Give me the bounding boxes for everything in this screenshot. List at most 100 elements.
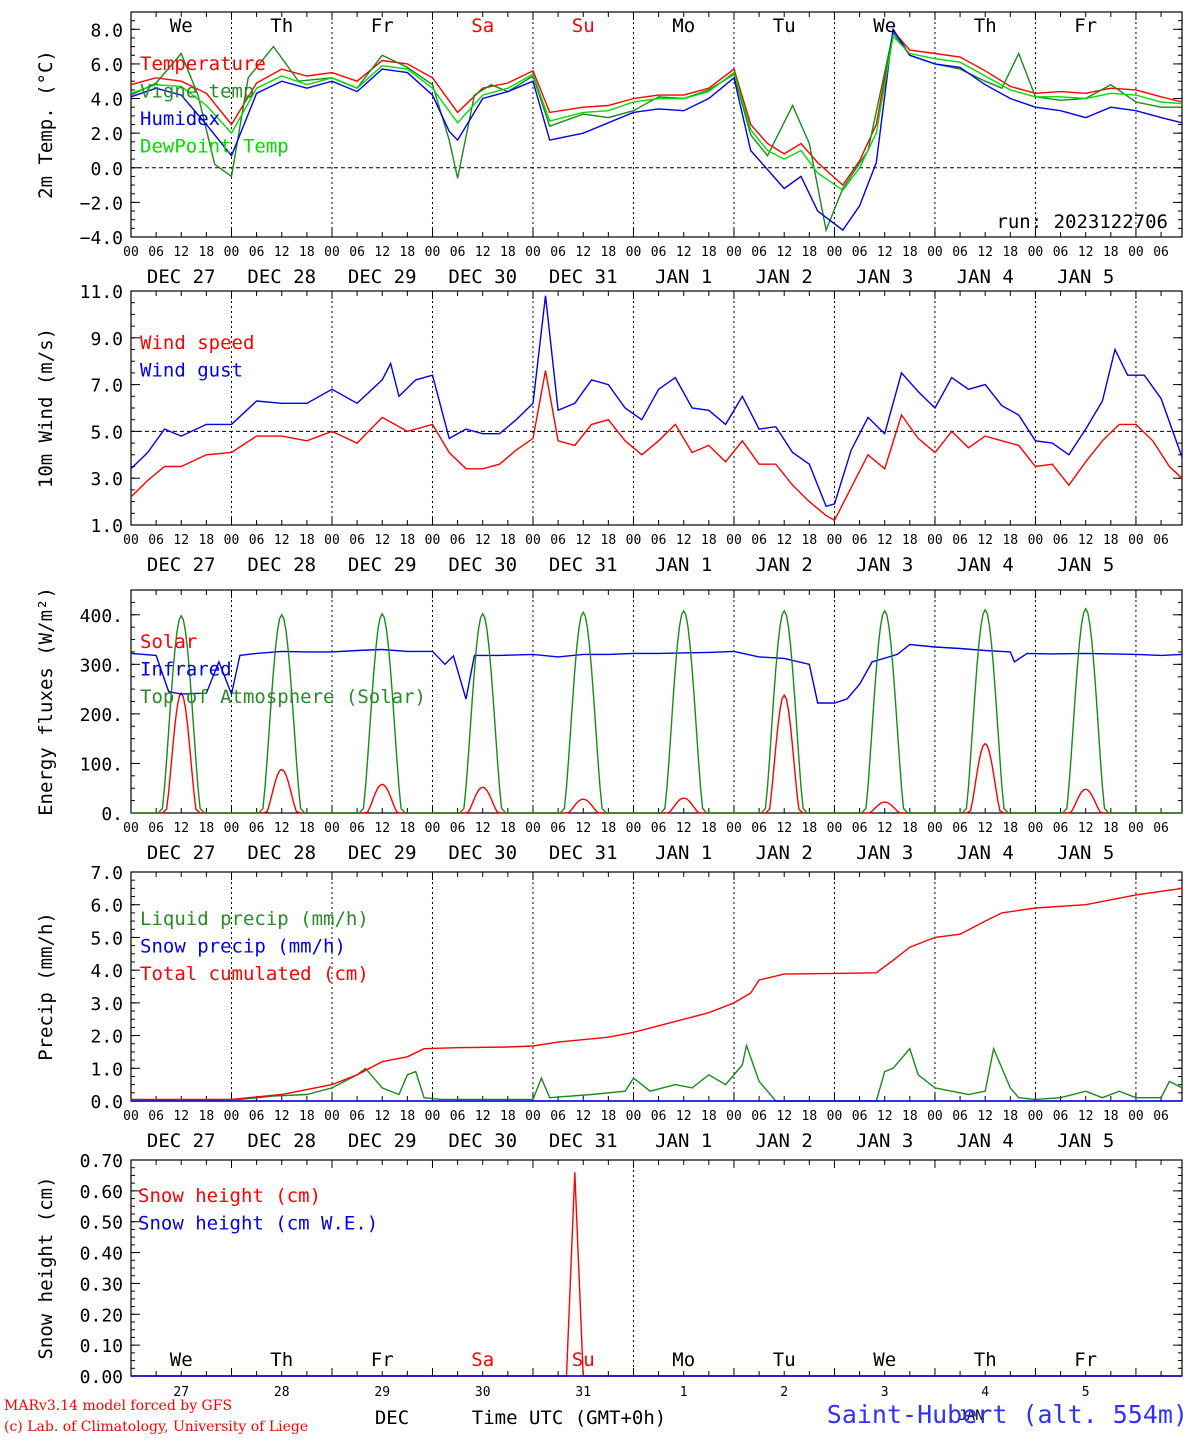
date-label: DEC 27: [147, 266, 216, 288]
series-line-top-of-atmosphere-solar-: [131, 607, 1182, 814]
weekday-label: We: [873, 1349, 896, 1371]
y-tick-label: 6.0: [90, 55, 123, 76]
weekday-label: Fr: [1074, 1349, 1097, 1371]
y-tick-label: 4.0: [90, 961, 123, 982]
hour-label: 06: [1153, 1109, 1169, 1124]
weekday-label: Th: [270, 15, 293, 37]
hour-label: 00: [626, 245, 642, 260]
hour-label: 12: [475, 245, 491, 260]
day-number: 1: [680, 1385, 688, 1400]
hour-label: 00: [626, 533, 642, 548]
hour-label: 00: [224, 1109, 240, 1124]
hour-label: 18: [400, 245, 416, 260]
hour-label: 06: [550, 533, 566, 548]
date-label: JAN 2: [756, 1130, 813, 1152]
hour-label: 12: [1078, 821, 1094, 836]
date-label: DEC 30: [448, 842, 517, 864]
hour-label: 00: [525, 821, 541, 836]
hour-label: 18: [902, 821, 918, 836]
date-label: JAN 1: [655, 1130, 712, 1152]
date-label: DEC 28: [247, 266, 316, 288]
legend-entry: Total cumulated (cm): [140, 963, 369, 985]
legend-entry: Solar: [140, 631, 197, 653]
hour-label: 06: [349, 821, 365, 836]
day-number: 4: [981, 1385, 989, 1400]
hour-label: 18: [1002, 821, 1018, 836]
y-tick-label: 0.0: [90, 159, 123, 180]
hour-label: 06: [751, 533, 767, 548]
hour-label: 00: [726, 245, 742, 260]
hour-label: 06: [952, 245, 968, 260]
y-tick-label: 11.0: [80, 282, 123, 303]
hour-label: 06: [952, 821, 968, 836]
date-label: DEC 31: [549, 1130, 618, 1152]
hour-label: 06: [550, 245, 566, 260]
series-line-humidex: [130, 27, 1183, 232]
hour-label: 18: [199, 533, 215, 548]
hour-label: 00: [425, 1109, 441, 1124]
station-label: Saint-Hubert (alt. 554m): [826, 1400, 1188, 1429]
x-axis-title: Time UTC (GMT+0h): [472, 1407, 666, 1429]
hour-label: 06: [450, 1109, 466, 1124]
y-axis-label: 2m Temp. (°C): [35, 50, 57, 199]
date-label: DEC 31: [549, 554, 618, 576]
hour-label: 00: [525, 245, 541, 260]
month-label: DEC: [375, 1407, 409, 1429]
y-tick-label: −2.0: [80, 193, 123, 214]
y-tick-label: 5.0: [90, 928, 123, 949]
hour-label: 12: [776, 1109, 792, 1124]
y-tick-label: 7.0: [90, 376, 123, 397]
hour-label: 18: [902, 1109, 918, 1124]
hour-label: 12: [173, 533, 189, 548]
series-line-solar: [131, 691, 1182, 814]
hour-label: 06: [751, 245, 767, 260]
hour-label: 12: [1078, 245, 1094, 260]
weekday-label: Sa: [471, 15, 494, 37]
weekday-label: Mo: [672, 15, 695, 37]
legend-entry: Liquid precip (mm/h): [140, 908, 369, 930]
date-label: JAN 4: [957, 554, 1014, 576]
hour-label: 06: [651, 1109, 667, 1124]
hour-label: 00: [123, 245, 139, 260]
weekday-label: Tu: [773, 1349, 796, 1371]
legend-entry: Wind gust: [140, 360, 243, 382]
hour-label: 18: [802, 533, 818, 548]
weekday-label: Th: [974, 1349, 997, 1371]
hour-label: 00: [1128, 533, 1144, 548]
hour-label: 00: [927, 821, 943, 836]
date-label: JAN 4: [957, 1130, 1014, 1152]
y-tick-label: 400.: [80, 606, 123, 627]
series-line-dewpoint-temp: [130, 34, 1183, 192]
hour-label: 00: [827, 1109, 843, 1124]
y-tick-label: 2.0: [90, 1027, 123, 1048]
date-label: DEC 28: [247, 1130, 316, 1152]
hour-label: 00: [224, 533, 240, 548]
hour-label: 06: [1053, 1109, 1069, 1124]
y-tick-label: 0.20: [80, 1305, 123, 1326]
y-tick-label: 2.0: [90, 124, 123, 145]
y-axis-label: 10m Wind (m/s): [35, 328, 57, 488]
y-tick-label: 4.0: [90, 90, 123, 111]
legend-entry: Vigne temp: [140, 81, 254, 103]
y-tick-label: 0.30: [80, 1274, 123, 1295]
legend-entry: Top of Atmosphere (Solar): [140, 686, 426, 708]
date-label: JAN 5: [1057, 1130, 1114, 1152]
weekday-label: Fr: [371, 15, 394, 37]
y-tick-label: 200.: [80, 705, 123, 726]
weekday-label: Su: [572, 15, 595, 37]
hour-label: 00: [425, 533, 441, 548]
hour-label: 18: [500, 1109, 516, 1124]
hour-label: 00: [324, 533, 340, 548]
hour-label: 18: [1002, 533, 1018, 548]
date-label: JAN 3: [856, 1130, 913, 1152]
date-label: DEC 28: [247, 842, 316, 864]
hour-label: 18: [1103, 533, 1119, 548]
date-label: JAN 3: [856, 554, 913, 576]
y-tick-label: 0.40: [80, 1244, 123, 1265]
hour-label: 12: [1078, 1109, 1094, 1124]
hour-label: 12: [374, 1109, 390, 1124]
hour-label: 00: [927, 533, 943, 548]
y-tick-label: 3.0: [90, 994, 123, 1015]
hour-label: 00: [1128, 1109, 1144, 1124]
